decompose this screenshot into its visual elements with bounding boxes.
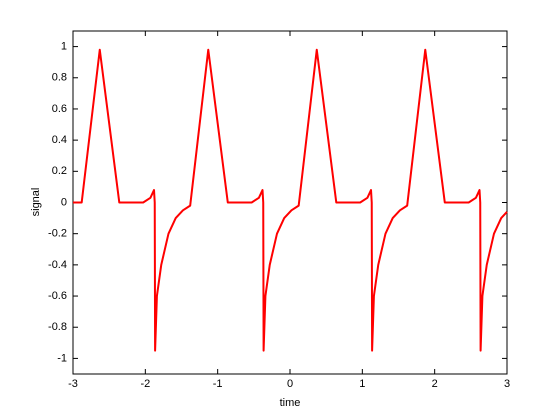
x-tick-label: 1 <box>359 378 365 390</box>
y-tick-label: -0.8 <box>48 321 67 333</box>
y-tick-label: 0 <box>61 196 67 208</box>
x-tick-label: -3 <box>68 378 78 390</box>
y-tick-label: 0.6 <box>52 103 67 115</box>
y-tick-label: 0.8 <box>52 72 67 84</box>
y-tick-label: 0.4 <box>52 134 67 146</box>
x-axis-label: time <box>280 397 301 409</box>
y-tick-label: -1 <box>57 352 67 364</box>
y-tick-label: 1 <box>61 40 67 52</box>
plot-area <box>72 30 508 375</box>
x-tick-label: 2 <box>432 378 438 390</box>
line-series <box>73 48 508 352</box>
y-tick-label: -0.6 <box>48 290 67 302</box>
x-tick-label: -2 <box>140 378 150 390</box>
y-tick-label: -0.4 <box>48 259 67 271</box>
x-tick-label: -1 <box>213 378 223 390</box>
y-tick-label: 0.2 <box>52 165 67 177</box>
y-axis-label: signal <box>30 188 42 217</box>
x-tick-label: 3 <box>504 378 510 390</box>
x-tick-label: 0 <box>287 378 293 390</box>
y-tick-label: -0.2 <box>48 228 67 240</box>
